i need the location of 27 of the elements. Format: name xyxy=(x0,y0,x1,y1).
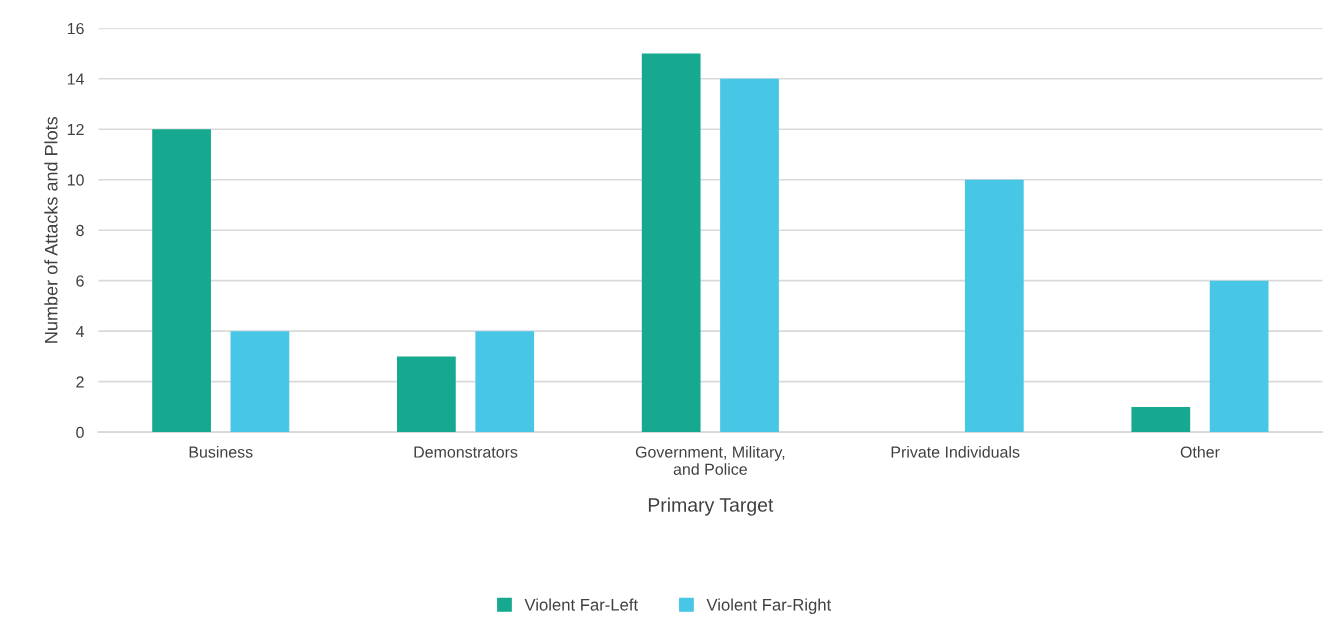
y-axis-title: Number of Attacks and Plots xyxy=(44,116,58,343)
bar xyxy=(1131,406,1191,433)
bar xyxy=(641,53,701,433)
bar xyxy=(720,78,779,433)
bar xyxy=(230,331,290,433)
x-axis-title: Primary Target xyxy=(648,497,774,516)
x-tick-label: Other xyxy=(1180,446,1220,458)
y-tick-label: 4 xyxy=(75,325,84,337)
bar xyxy=(397,356,456,433)
legend-label: Violent Far-Right xyxy=(706,598,832,614)
x-tick-label: Private Individuals xyxy=(891,446,1020,458)
bar xyxy=(475,331,535,433)
y-tick-label: 8 xyxy=(76,224,84,237)
y-tick-label: 16 xyxy=(67,22,84,35)
y-tick-label: 2 xyxy=(76,376,84,388)
y-tick-label: 10 xyxy=(67,174,84,186)
bar xyxy=(964,179,1024,433)
x-tick-label: Business xyxy=(189,446,253,458)
y-tick-label: 6 xyxy=(76,275,84,287)
y-tick-label: 0 xyxy=(76,426,84,439)
y-tick-label: 12 xyxy=(67,123,84,136)
legend-label: Violent Far-Left xyxy=(524,598,638,611)
bar xyxy=(152,129,211,433)
x-tick-label: Demonstrators xyxy=(414,446,518,458)
x-tick-label: Government, Military, and Police xyxy=(635,446,785,475)
y-tick-label: 14 xyxy=(67,73,84,85)
bar xyxy=(1209,280,1269,433)
